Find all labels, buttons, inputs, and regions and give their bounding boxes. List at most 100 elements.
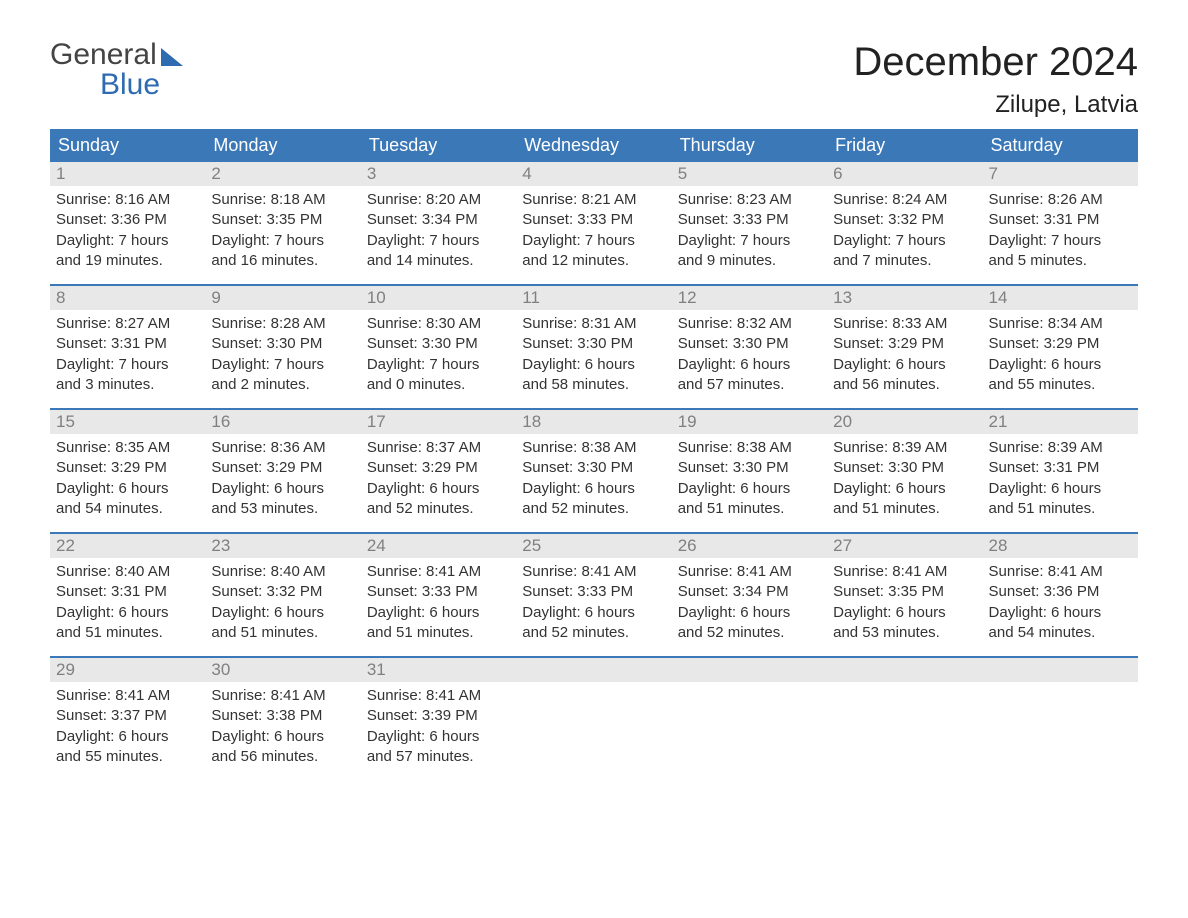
day-number: 4 — [516, 162, 671, 186]
day-content: Sunrise: 8:38 AMSunset: 3:30 PMDaylight:… — [516, 434, 671, 519]
sunrise-text: Sunrise: 8:21 AM — [522, 190, 665, 210]
day-cell: 28Sunrise: 8:41 AMSunset: 3:36 PMDayligh… — [983, 534, 1138, 656]
daylight-text: Daylight: 7 hours and 7 minutes. — [833, 231, 976, 272]
daylight-text: Daylight: 7 hours and 12 minutes. — [522, 231, 665, 272]
logo-blue-text: Blue — [100, 70, 183, 100]
sunrise-text: Sunrise: 8:27 AM — [56, 314, 199, 334]
location-label: Zilupe, Latvia — [853, 91, 1138, 119]
dayheader-friday: Friday — [827, 129, 982, 162]
day-cell — [827, 658, 982, 780]
sunrise-text: Sunrise: 8:16 AM — [56, 190, 199, 210]
day-content: Sunrise: 8:33 AMSunset: 3:29 PMDaylight:… — [827, 310, 982, 395]
sunrise-text: Sunrise: 8:26 AM — [989, 190, 1132, 210]
day-number: 7 — [983, 162, 1138, 186]
sunset-text: Sunset: 3:34 PM — [367, 210, 510, 230]
daylight-text: Daylight: 7 hours and 5 minutes. — [989, 231, 1132, 272]
sunset-text: Sunset: 3:30 PM — [678, 334, 821, 354]
sunset-text: Sunset: 3:37 PM — [56, 706, 199, 726]
day-cell: 27Sunrise: 8:41 AMSunset: 3:35 PMDayligh… — [827, 534, 982, 656]
day-content: Sunrise: 8:28 AMSunset: 3:30 PMDaylight:… — [205, 310, 360, 395]
day-cell: 7Sunrise: 8:26 AMSunset: 3:31 PMDaylight… — [983, 162, 1138, 284]
day-cell: 19Sunrise: 8:38 AMSunset: 3:30 PMDayligh… — [672, 410, 827, 532]
sunset-text: Sunset: 3:29 PM — [211, 458, 354, 478]
day-content: Sunrise: 8:41 AMSunset: 3:39 PMDaylight:… — [361, 682, 516, 767]
day-cell: 16Sunrise: 8:36 AMSunset: 3:29 PMDayligh… — [205, 410, 360, 532]
sunrise-text: Sunrise: 8:20 AM — [367, 190, 510, 210]
sunset-text: Sunset: 3:39 PM — [367, 706, 510, 726]
day-content: Sunrise: 8:40 AMSunset: 3:32 PMDaylight:… — [205, 558, 360, 643]
week-row: 1 Sunrise: 8:16 AMSunset: 3:36 PM Daylight… — [50, 162, 1138, 284]
sunset-text: Sunset: 3:30 PM — [678, 458, 821, 478]
daylight-text: Daylight: 6 hours and 55 minutes. — [56, 727, 199, 768]
day-number: 5 — [672, 162, 827, 186]
sunrise-text: Sunrise: 8:41 AM — [522, 562, 665, 582]
day-cell: 13Sunrise: 8:33 AMSunset: 3:29 PMDayligh… — [827, 286, 982, 408]
daylight-text: Daylight: 6 hours and 55 minutes. — [989, 355, 1132, 396]
sunset-text: Sunset: 3:30 PM — [522, 334, 665, 354]
daylight-text: Daylight: 7 hours and 14 minutes. — [367, 231, 510, 272]
daylight-text: Daylight: 6 hours and 53 minutes. — [211, 479, 354, 520]
day-cell: 18Sunrise: 8:38 AMSunset: 3:30 PMDayligh… — [516, 410, 671, 532]
sunset-text: Sunset: 3:36 PM — [56, 210, 199, 230]
sunrise-text: Sunrise: 8:41 AM — [211, 686, 354, 706]
day-number: 31 — [361, 658, 516, 682]
sunset-text: Sunset: 3:35 PM — [833, 582, 976, 602]
header: General Blue December 2024 Zilupe, Latvi… — [50, 40, 1138, 119]
sunrise-text: Sunrise: 8:38 AM — [678, 438, 821, 458]
dayheader-saturday: Saturday — [983, 129, 1138, 162]
day-number: 11 — [516, 286, 671, 310]
sunrise-text: Sunrise: 8:23 AM — [678, 190, 821, 210]
day-content: Sunrise: 8:37 AMSunset: 3:29 PMDaylight:… — [361, 434, 516, 519]
sunset-text: Sunset: 3:29 PM — [989, 334, 1132, 354]
day-content: Sunrise: 8:41 AMSunset: 3:37 PMDaylight:… — [50, 682, 205, 767]
sunset-text: Sunset: 3:33 PM — [522, 582, 665, 602]
week-row: 8Sunrise: 8:27 AMSunset: 3:31 PMDaylight… — [50, 284, 1138, 408]
day-number: 23 — [205, 534, 360, 558]
sunset-text: Sunset: 3:34 PM — [678, 582, 821, 602]
dayheader-wednesday: Wednesday — [516, 129, 671, 162]
sunset-text: Sunset: 3:33 PM — [522, 210, 665, 230]
daylight-text: Daylight: 6 hours and 51 minutes. — [56, 603, 199, 644]
logo: General Blue — [50, 40, 183, 100]
daylight-text: Daylight: 6 hours and 51 minutes. — [833, 479, 976, 520]
day-number: 18 — [516, 410, 671, 434]
week-row: 22Sunrise: 8:40 AMSunset: 3:31 PMDayligh… — [50, 532, 1138, 656]
daylight-text: Daylight: 6 hours and 53 minutes. — [833, 603, 976, 644]
sunrise-text: Sunrise: 8:36 AM — [211, 438, 354, 458]
sunset-text: Sunset: 3:30 PM — [211, 334, 354, 354]
day-number: 6 — [827, 162, 982, 186]
day-content: Sunrise: 8:39 AMSunset: 3:30 PMDaylight:… — [827, 434, 982, 519]
sunset-text: Sunset: 3:31 PM — [56, 334, 199, 354]
day-number: 9 — [205, 286, 360, 310]
sunrise-text: Sunrise: 8:37 AM — [367, 438, 510, 458]
day-number: 1 — [50, 162, 205, 186]
sunset-text: Sunset: 3:29 PM — [367, 458, 510, 478]
day-cell: 3 Sunrise: 8:20 AMSunset: 3:34 PMDaylight… — [361, 162, 516, 284]
day-cell: 24Sunrise: 8:41 AMSunset: 3:33 PMDayligh… — [361, 534, 516, 656]
day-number — [983, 658, 1138, 682]
flag-icon — [161, 48, 183, 66]
day-cell: 14Sunrise: 8:34 AMSunset: 3:29 PMDayligh… — [983, 286, 1138, 408]
logo-general-text: General — [50, 40, 157, 70]
day-cell: 4 Sunrise: 8:21 AMSunset: 3:33 PMDaylight… — [516, 162, 671, 284]
daylight-text: Daylight: 6 hours and 56 minutes. — [833, 355, 976, 396]
day-cell: 21Sunrise: 8:39 AMSunset: 3:31 PMDayligh… — [983, 410, 1138, 532]
day-cell: 25Sunrise: 8:41 AMSunset: 3:33 PMDayligh… — [516, 534, 671, 656]
day-content: Sunrise: 8:30 AMSunset: 3:30 PMDaylight:… — [361, 310, 516, 395]
title-block: December 2024 Zilupe, Latvia — [853, 40, 1138, 119]
day-content: Sunrise: 8:41 AMSunset: 3:38 PMDaylight:… — [205, 682, 360, 767]
sunset-text: Sunset: 3:32 PM — [833, 210, 976, 230]
day-number: 3 — [361, 162, 516, 186]
day-cell: 9Sunrise: 8:28 AMSunset: 3:30 PMDaylight… — [205, 286, 360, 408]
sunset-text: Sunset: 3:36 PM — [989, 582, 1132, 602]
sunset-text: Sunset: 3:30 PM — [367, 334, 510, 354]
day-cell: 1Sunrise: 8:16 AMSunset: 3:36 PMDaylight… — [50, 162, 205, 284]
month-title: December 2024 — [853, 40, 1138, 85]
day-cell: 20Sunrise: 8:39 AMSunset: 3:30 PMDayligh… — [827, 410, 982, 532]
day-content: Sunrise: 8:39 AMSunset: 3:31 PMDaylight:… — [983, 434, 1138, 519]
day-content: Sunrise: 8:24 AMSunset: 3:32 PMDaylight:… — [827, 186, 982, 271]
day-content: Sunrise: 8:32 AMSunset: 3:30 PMDaylight:… — [672, 310, 827, 395]
day-content: Sunrise: 8:18 AMSunset: 3:35 PMDaylight:… — [205, 186, 360, 271]
day-cell — [516, 658, 671, 780]
day-number: 17 — [361, 410, 516, 434]
